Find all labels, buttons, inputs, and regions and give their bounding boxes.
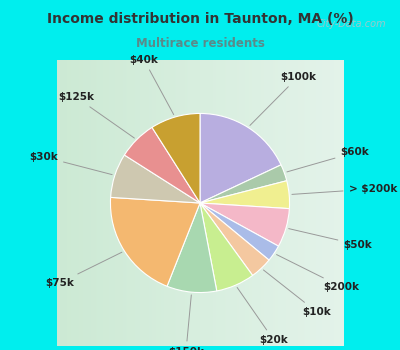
Text: $200k: $200k (276, 254, 360, 292)
Wedge shape (111, 155, 200, 203)
Wedge shape (167, 203, 217, 293)
Text: $75k: $75k (45, 252, 122, 288)
Wedge shape (200, 203, 253, 291)
Text: $20k: $20k (237, 287, 288, 345)
Text: $50k: $50k (289, 229, 372, 250)
Text: $60k: $60k (287, 147, 369, 172)
Wedge shape (152, 113, 200, 203)
Wedge shape (200, 181, 290, 209)
Text: $150k: $150k (168, 295, 204, 350)
Wedge shape (200, 203, 278, 260)
Wedge shape (200, 113, 281, 203)
Text: $100k: $100k (250, 72, 316, 125)
Wedge shape (200, 203, 289, 246)
Wedge shape (124, 127, 200, 203)
Text: > $200k: > $200k (292, 184, 397, 194)
Wedge shape (200, 165, 287, 203)
Wedge shape (200, 203, 269, 275)
Text: Income distribution in Taunton, MA (%): Income distribution in Taunton, MA (%) (47, 12, 353, 26)
Wedge shape (110, 197, 200, 286)
Text: $30k: $30k (29, 152, 112, 175)
Text: $40k: $40k (130, 55, 174, 114)
Text: Multirace residents: Multirace residents (136, 37, 264, 50)
Text: $125k: $125k (58, 92, 134, 138)
Text: City-Data.com: City-Data.com (316, 19, 386, 29)
Text: $10k: $10k (264, 270, 331, 317)
